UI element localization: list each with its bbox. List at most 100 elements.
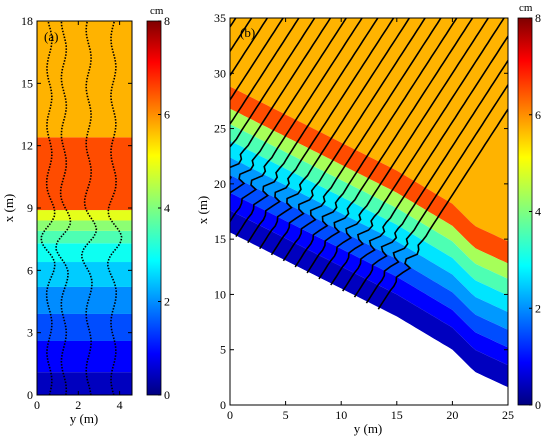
panel-b-xtick-label: 15 <box>391 408 403 422</box>
particle-trajectory <box>365 83 508 304</box>
panel-a: (a) 0 3 6 9 12 15 18 0 2 4 x (m) y (m) cm 0 2 4 6 8 <box>1 5 170 426</box>
depth-band <box>37 313 132 341</box>
depth-band <box>37 220 132 231</box>
particle-trajectory <box>259 18 411 250</box>
panel-b-ytick-label: 30 <box>214 66 226 80</box>
depth-band <box>230 86 508 264</box>
colorbar-b-tick-label: 0 <box>535 398 541 412</box>
panel-b-xtick-label: 25 <box>502 408 514 422</box>
depth-band <box>230 108 508 279</box>
panel-a-ytick-label: 0 <box>27 388 33 402</box>
colorbar-a-tick-label: 4 <box>164 201 170 215</box>
panel-b-ytick-label: 5 <box>220 343 226 357</box>
depth-band <box>230 157 508 330</box>
particle-trajectory <box>282 18 442 262</box>
particle-trajectory <box>230 18 316 148</box>
panel-a-ytick-label: 12 <box>21 139 33 153</box>
panel-b-ytick-label: 25 <box>214 122 226 136</box>
particle-trajectory <box>330 18 505 286</box>
depth-band <box>37 210 132 221</box>
depth-band <box>37 372 132 395</box>
panel-b-xlabel: y (m) <box>354 421 383 436</box>
colorbar-b-tick-label: 8 <box>535 11 541 25</box>
panel-b-field <box>186 10 508 405</box>
depth-band <box>37 286 132 314</box>
panel-a-label: (a) <box>44 29 58 44</box>
panel-b-ytick-label: 35 <box>214 11 226 25</box>
colorbar-b-ticks: 0 2 4 6 8 <box>529 11 541 412</box>
particle-trajectory <box>80 21 98 395</box>
depth-band <box>37 137 132 211</box>
colorbar-b-tick-label: 2 <box>535 301 541 315</box>
particle-trajectory <box>230 18 237 29</box>
panel-b-xtick-label: 0 <box>227 408 233 422</box>
depth-band <box>37 340 132 373</box>
depth-band <box>230 124 508 296</box>
colorbar-a-tick-label: 8 <box>164 14 170 28</box>
colorbar-a-unit: cm <box>150 5 164 17</box>
panel-a-xtick-label: 0 <box>34 398 40 412</box>
particle-trajectory <box>353 59 508 298</box>
particle-trajectory <box>55 21 72 395</box>
panel-b-xtick-label: 20 <box>446 408 458 422</box>
panel-b-x-ticks: 0 5 10 15 20 25 <box>227 18 514 422</box>
colorbar-b-tick-label: 4 <box>535 205 541 219</box>
panel-b-colorbar: cm 0 2 4 6 8 <box>517 2 541 412</box>
particle-trajectory <box>294 18 458 268</box>
particle-trajectory <box>230 18 269 77</box>
panel-b-ytick-label: 15 <box>214 232 226 246</box>
panel-a-ytick-label: 6 <box>27 263 33 277</box>
colorbar-b-unit: cm <box>519 2 533 14</box>
depth-band <box>37 21 132 138</box>
panel-a-ytick-label: 3 <box>27 326 33 340</box>
particle-trajectory <box>377 107 508 310</box>
colorbar-a-ticks: 0 2 4 6 8 <box>158 14 170 402</box>
panel-b-ylabel: x (m) <box>195 196 210 225</box>
colorbar-a-tick-label: 6 <box>164 108 170 122</box>
panel-a-xlabel: y (m) <box>70 411 99 426</box>
panel-a-ytick-label: 18 <box>21 14 33 28</box>
particle-trajectory <box>230 18 332 181</box>
depth-band <box>230 175 508 348</box>
panel-a-xtick-label: 2 <box>75 398 81 412</box>
colorbar-a-tick-label: 0 <box>164 388 170 402</box>
dry-bed <box>230 232 508 405</box>
particle-trajectory <box>270 18 427 256</box>
particle-trajectory <box>318 18 490 280</box>
depth-band <box>37 230 132 244</box>
particle-trajectory <box>230 18 253 53</box>
panel-b-xtick-label: 5 <box>283 408 289 422</box>
colorbar-b-tick-label: 6 <box>535 108 541 122</box>
panel-a-ytick-label: 15 <box>21 76 33 90</box>
particle-trajectory <box>230 18 363 223</box>
panel-b-xtick-label: 10 <box>335 408 347 422</box>
particle-trajectory <box>230 18 300 126</box>
panel-a-x-ticks: 0 2 4 <box>34 21 123 412</box>
depth-band <box>37 262 132 287</box>
particle-trajectory <box>230 18 285 102</box>
particle-trajectory <box>306 18 474 274</box>
particle-trajectory <box>230 18 348 199</box>
particle-trajectory <box>235 18 379 238</box>
particle-trajectory <box>186 10 210 47</box>
depth-band <box>37 243 132 263</box>
particle-trajectory <box>40 21 56 395</box>
colorbar-a-tick-label: 2 <box>164 295 170 309</box>
particle-trajectory <box>247 18 395 244</box>
depth-band <box>230 140 508 313</box>
particle-trajectory <box>342 34 508 292</box>
panel-a-ytick-label: 9 <box>27 201 33 215</box>
panel-a-field <box>37 21 132 395</box>
panel-a-xtick-label: 4 <box>117 398 123 412</box>
panel-b-y-ticks: 0 5 10 15 20 25 30 35 <box>214 11 508 412</box>
panel-a-y-ticks: 0 3 6 9 12 15 18 <box>21 14 132 402</box>
particle-trajectory <box>107 21 123 395</box>
panel-b-ytick-label: 20 <box>214 177 226 191</box>
panel-a-colorbar: cm 0 2 4 6 8 <box>146 5 170 402</box>
panel-a-ylabel: x (m) <box>1 194 16 223</box>
panel-b-ytick-label: 0 <box>220 398 226 412</box>
panel-b-ytick-label: 10 <box>214 287 226 301</box>
panel-b-label: (b) <box>240 25 255 40</box>
